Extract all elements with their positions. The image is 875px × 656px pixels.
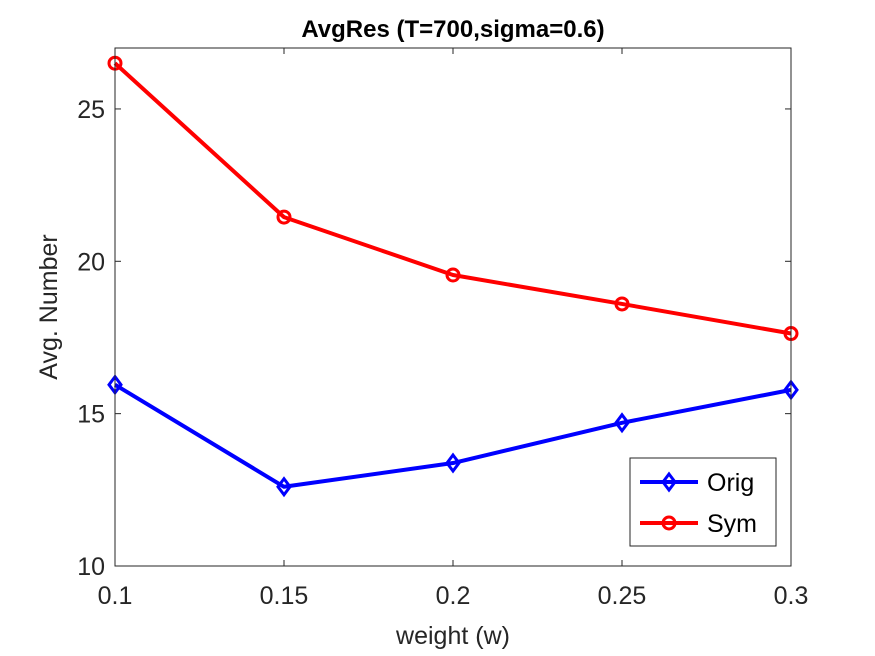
series-sym-point (445, 267, 461, 283)
series-sym-line (113, 61, 792, 336)
series-layer (107, 55, 799, 498)
series-sym-point (614, 296, 630, 312)
legend-sym-circle-marker (661, 515, 677, 531)
x-axis-label: weight (w) (395, 622, 510, 650)
y-tick-label: 10 (77, 553, 105, 581)
legend-orig-label: Orig (707, 469, 754, 497)
x-tick-label: 0.15 (260, 582, 309, 610)
y-axis-label: Avg. Number (35, 234, 63, 379)
series-orig-point (445, 452, 461, 474)
legend-box (629, 457, 777, 547)
series-sym-point (276, 209, 292, 225)
x-tick-label: 0.1 (98, 582, 133, 610)
plot-frame (114, 47, 792, 567)
series-orig-point (614, 412, 630, 434)
y-tick-label: 15 (77, 401, 105, 429)
x-tick-label: 0.2 (436, 582, 471, 610)
series-orig-point (276, 476, 292, 498)
legend: Orig Sym (629, 457, 777, 547)
axis-ticks: 0.1 0.15 0.2 0.25 0.3 10 15 20 25 (77, 48, 808, 610)
y-tick-label: 25 (77, 96, 105, 124)
series-orig-line (113, 382, 792, 489)
x-tick-label: 0.25 (598, 582, 647, 610)
y-tick-label: 20 (77, 248, 105, 276)
legend-sym-label: Sym (707, 510, 757, 538)
x-tick-label: 0.3 (774, 582, 809, 610)
legend-orig-diamond-marker (661, 471, 677, 493)
chart-title: AvgRes (T=700,sigma=0.6) (301, 16, 604, 43)
